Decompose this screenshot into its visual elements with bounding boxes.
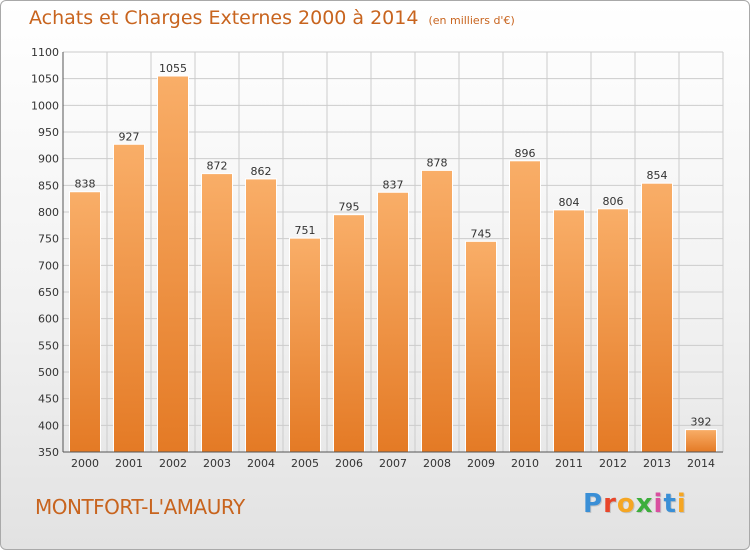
x-tick-label: 2011 xyxy=(555,457,583,470)
x-tick-label: 2008 xyxy=(423,457,451,470)
x-tick-label: 2013 xyxy=(643,457,671,470)
bar-2002 xyxy=(157,75,189,453)
bar-2012 xyxy=(597,208,629,453)
bar-2000 xyxy=(69,191,101,453)
bar-value-label: 806 xyxy=(603,195,624,208)
x-tick-label: 2007 xyxy=(379,457,407,470)
logo-letter: P xyxy=(583,489,604,519)
commune-name: MONTFORT-L'AMAURY xyxy=(35,495,245,519)
logo-letter: x xyxy=(635,489,654,519)
bar-value-label: 837 xyxy=(383,178,404,191)
y-tick-label: 550 xyxy=(38,339,59,352)
bar-2013 xyxy=(641,182,673,453)
y-tick-label: 900 xyxy=(38,153,59,166)
y-tick-label: 500 xyxy=(38,366,59,379)
bar-value-label: 862 xyxy=(251,165,272,178)
bar-value-label: 804 xyxy=(559,196,580,209)
bar-2008 xyxy=(421,169,453,453)
bar-value-label: 854 xyxy=(647,169,668,182)
x-tick-label: 2010 xyxy=(511,457,539,470)
x-tick-label: 2009 xyxy=(467,457,495,470)
y-tick-label: 1100 xyxy=(31,46,59,59)
x-tick-label: 2012 xyxy=(599,457,627,470)
bar-value-label: 392 xyxy=(691,416,712,429)
bar-value-label: 1055 xyxy=(159,62,187,75)
x-tick-label: 2001 xyxy=(115,457,143,470)
x-tick-label: 2006 xyxy=(335,457,363,470)
bar-2001 xyxy=(113,143,145,453)
bar-value-label: 896 xyxy=(515,147,536,160)
bar-value-label: 795 xyxy=(339,201,360,214)
y-tick-label: 800 xyxy=(38,206,59,219)
bar-2011 xyxy=(553,209,585,453)
x-tick-label: 2000 xyxy=(71,457,99,470)
bar-2003 xyxy=(201,173,233,453)
bar-value-label: 927 xyxy=(119,130,140,143)
bar-value-label: 872 xyxy=(207,160,228,173)
y-tick-label: 1000 xyxy=(31,99,59,112)
bar-value-label: 751 xyxy=(295,224,316,237)
logo-letter: o xyxy=(616,489,636,519)
y-tick-label: 700 xyxy=(38,259,59,272)
y-tick-label: 350 xyxy=(38,446,59,459)
y-tick-label: 850 xyxy=(38,179,59,192)
bar-2004 xyxy=(245,178,277,453)
bar-2006 xyxy=(333,214,365,453)
bar-2009 xyxy=(465,240,497,453)
y-tick-label: 600 xyxy=(38,313,59,326)
chart-title-block: Achats et Charges Externes 2000 à 2014 (e… xyxy=(29,7,515,29)
logo-letter: i xyxy=(653,489,664,519)
y-tick-label: 450 xyxy=(38,393,59,406)
chart-title: Achats et Charges Externes 2000 à 2014 xyxy=(29,7,419,29)
y-tick-label: 1050 xyxy=(31,73,59,86)
x-tick-label: 2005 xyxy=(291,457,319,470)
bar-2005 xyxy=(289,237,321,453)
proxiti-logo: Proxiti xyxy=(583,489,687,519)
bar-value-label: 745 xyxy=(471,227,492,240)
x-tick-label: 2004 xyxy=(247,457,275,470)
y-tick-label: 400 xyxy=(38,419,59,432)
bar-2010 xyxy=(509,160,541,453)
y-tick-label: 750 xyxy=(38,233,59,246)
bar-value-label: 878 xyxy=(427,156,448,169)
logo-letter: i xyxy=(676,489,687,519)
x-tick-label: 2003 xyxy=(203,457,231,470)
y-tick-label: 650 xyxy=(38,286,59,299)
logo-letter: r xyxy=(603,489,617,519)
x-tick-label: 2014 xyxy=(687,457,715,470)
bar-2007 xyxy=(377,191,409,453)
logo-letter: t xyxy=(663,489,677,519)
x-tick-label: 2002 xyxy=(159,457,187,470)
y-tick-label: 950 xyxy=(38,126,59,139)
chart-unit: (en milliers d'€) xyxy=(428,14,515,27)
bar-value-label: 838 xyxy=(75,178,96,191)
bar-2014 xyxy=(685,429,717,453)
